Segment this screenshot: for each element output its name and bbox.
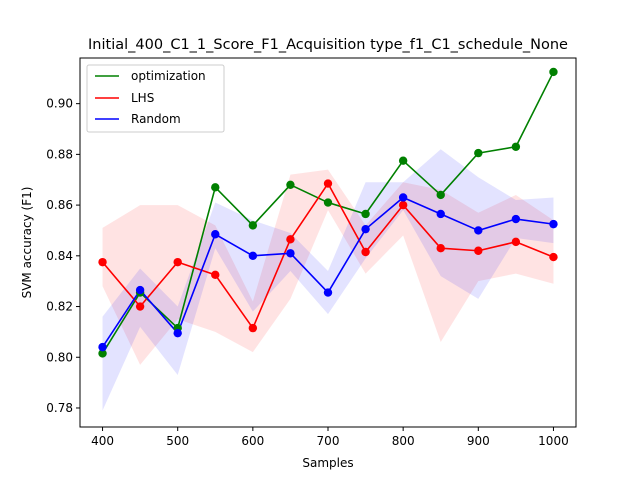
chart-title: Initial_400_C1_1_Score_F1_Acquisition ty… [88,37,568,53]
optimization-point [549,67,558,77]
random-point [173,328,182,338]
legend-label-lhs: LHS [131,91,154,105]
x-tick-label: 900 [467,434,490,448]
lhs-point [135,302,145,311]
y-tick-label: 0.86 [46,198,73,212]
y-tick-label: 0.90 [46,97,73,111]
y-tick-label: 0.82 [46,300,73,314]
lhs-point [511,237,521,247]
optimization-point [436,190,445,200]
optimization-point [323,198,333,207]
random-point [398,193,408,202]
random-point [323,288,333,297]
x-axis-ticks: 400 500 600 700 800 900 1000 [91,427,569,448]
optimization-point [511,142,521,151]
x-axis-label: Samples [302,456,353,470]
plot-frame [79,57,577,428]
random-point [135,285,145,295]
x-tick-label: 1000 [538,434,569,448]
random-point [474,226,483,235]
x-tick-label: 500 [166,434,189,448]
x-tick-label: 700 [317,434,340,448]
random-point [248,251,258,261]
legend-label-random: Random [131,112,181,126]
x-tick-label: 400 [91,434,114,448]
lhs-point [361,247,370,257]
lhs-point [173,257,182,267]
y-tick-label: 0.84 [46,249,73,263]
lhs-point [211,270,220,280]
x-tick-label: 600 [241,434,264,448]
legend: optimization LHS Random [86,64,225,133]
optimization-point [361,209,370,219]
y-axis-label: SVM accuracy (F1) [20,187,34,299]
random-point [436,209,445,219]
optimization-point [98,349,107,358]
random-point [511,214,521,224]
lhs-point [98,257,107,267]
lhs-point [248,323,258,333]
y-tick-label: 0.78 [46,401,73,415]
random-point [361,224,370,234]
lhs-point [474,246,483,255]
optimization-point [286,180,295,190]
y-axis-ticks: 0.78 0.80 0.82 0.84 0.86 0.88 0.90 [46,97,80,415]
optimization-point [474,148,483,158]
y-tick-label: 0.88 [46,147,73,161]
y-tick-label: 0.80 [46,350,73,364]
optimization-point [248,221,258,230]
optimization-point [398,156,408,165]
optimization-point [211,183,220,192]
lhs-band [102,169,554,365]
lhs-point [398,200,408,210]
series-markers [98,67,558,358]
lhs-point [549,252,558,262]
lhs-point [436,244,445,253]
random-point [211,230,220,239]
random-point [286,249,295,258]
lhs-point [323,179,333,188]
legend-box [86,64,225,133]
random-point [98,342,107,352]
lhs-point [286,235,295,244]
legend-label-optimization: optimization [131,69,206,83]
random-point [549,219,558,229]
x-tick-label: 800 [392,434,415,448]
